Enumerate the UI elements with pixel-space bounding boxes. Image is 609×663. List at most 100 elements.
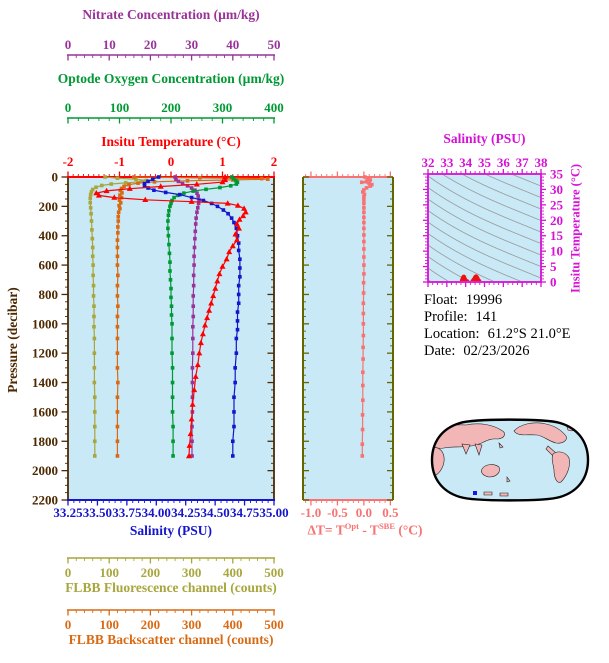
oxygen-axis-title: Optode Oxygen Concentration (µm/kg) — [57, 71, 285, 86]
float-id-label: Float: — [424, 292, 458, 308]
svg-text:35: 35 — [550, 167, 564, 182]
fluorescence-axis-title: FLBB Fluorescence channel (counts) — [65, 580, 277, 595]
pressure-axis: 0 200 400 600 800 1000 1200 1400 1600 1800 2000 220… — [32, 170, 69, 508]
profile-number-line: Profile: 141 — [424, 309, 570, 326]
ts-data-points — [459, 274, 482, 281]
temperature-series — [93, 173, 249, 459]
main-profile-plot: 0200400600800100012001400160018002000220… — [32, 37, 289, 632]
svg-text:1200: 1200 — [32, 346, 58, 361]
svg-text:2200: 2200 — [32, 493, 58, 508]
float-info-block: Float: 19996 Profile: 141 Location: 61.2°S … — [424, 292, 570, 360]
svg-text:500: 500 — [264, 565, 284, 580]
svg-text:25: 25 — [550, 197, 564, 212]
oxygen-axis: 0 100 200 300 400 — [65, 100, 284, 124]
svg-text:100: 100 — [110, 100, 130, 115]
svg-text:10: 10 — [550, 244, 563, 259]
delta-t-x-axis — [303, 171, 393, 178]
svg-text:34.75: 34.75 — [230, 505, 260, 520]
location-label: Location: — [424, 326, 480, 342]
svg-text:1600: 1600 — [32, 404, 58, 419]
svg-text:30: 30 — [185, 37, 198, 52]
svg-text:34: 34 — [459, 155, 473, 170]
svg-text:1000: 1000 — [32, 316, 58, 331]
svg-text:-1: -1 — [114, 154, 125, 169]
svg-text:0.5: 0.5 — [382, 505, 399, 520]
delta-t-title-segment: ΔT= T — [307, 522, 345, 538]
salinity-axis: 33.25 33.50 33.75 34.00 34.25 34.50 34.75 35.00 — [53, 499, 289, 520]
fluorescence-axis: 0 100 200 300 400 500 — [65, 557, 284, 580]
delta-t-pressure-edge — [387, 176, 394, 501]
svg-text:0: 0 — [168, 154, 175, 169]
oxygen-series — [166, 175, 240, 458]
svg-text:20: 20 — [144, 37, 157, 52]
svg-text:1: 1 — [219, 154, 226, 169]
float-id-value: 19996 — [465, 292, 503, 308]
nitrate-axis: 0 10 20 30 40 50 — [65, 37, 281, 61]
profile-number-label: Profile: — [424, 309, 468, 325]
svg-text:0: 0 — [65, 617, 72, 632]
svg-text:30: 30 — [550, 182, 563, 197]
pressure-axis-title: Pressure (decibar) — [5, 287, 20, 393]
svg-text:10: 10 — [103, 37, 116, 52]
ts-salinity-axis — [427, 282, 542, 287]
svg-text:32: 32 — [422, 155, 435, 170]
nitrate-axis-title: Nitrate Concentration (µm/kg) — [82, 7, 260, 22]
location-value: 61.2°S 21.0°E — [487, 326, 571, 342]
svg-text:1800: 1800 — [32, 434, 58, 449]
delta-t-plot: -1.0 -0.5 0.0 0.5 — [301, 171, 399, 520]
backscatter-axis-title: FLBB Backscatter channel (counts) — [68, 632, 274, 647]
svg-text:5: 5 — [550, 259, 557, 274]
temperature-difference-series — [359, 175, 374, 458]
delta-t-title-superscript: SBE — [378, 521, 396, 531]
delta-t-pressure-edge — [302, 176, 309, 501]
delta-t-x-axis: -1.0 -0.5 0.0 0.5 — [301, 499, 399, 520]
svg-text:200: 200 — [141, 617, 161, 632]
svg-text:33.75: 33.75 — [112, 505, 142, 520]
svg-text:0.0: 0.0 — [356, 505, 372, 520]
profile-number-value: 141 — [475, 309, 498, 325]
ts-salinity-axis-title: Salinity (PSU) — [443, 131, 526, 146]
svg-text:400: 400 — [223, 617, 243, 632]
pressure-axis — [267, 176, 275, 501]
svg-text:15: 15 — [550, 228, 564, 243]
svg-text:400: 400 — [223, 565, 243, 580]
date-label: Date: — [424, 343, 456, 359]
svg-text:800: 800 — [39, 287, 59, 302]
svg-text:200: 200 — [161, 100, 181, 115]
float-id-line: Float: 19996 — [424, 292, 570, 309]
svg-text:35.00: 35.00 — [259, 505, 288, 520]
svg-text:600: 600 — [39, 258, 59, 273]
svg-text:-1.0: -1.0 — [301, 505, 322, 520]
svg-text:36: 36 — [497, 155, 511, 170]
ts-salinity-axis: 32 33 34 35 36 37 38 — [422, 155, 548, 174]
delta-t-title-superscript: Opt — [344, 521, 359, 531]
delta-t-title-segment: - T — [358, 522, 379, 538]
svg-text:100: 100 — [99, 565, 119, 580]
svg-text:20: 20 — [550, 213, 563, 228]
float-location-marker — [473, 491, 477, 495]
svg-text:0: 0 — [65, 37, 72, 52]
backscatter-axis: 0 100 200 300 400 500 — [65, 609, 284, 632]
svg-text:200: 200 — [141, 565, 161, 580]
delta-t-axis-title: ΔT= TOpt - TSBE (°C) — [285, 521, 445, 539]
delta-t-title-segment: (°C) — [395, 522, 423, 538]
svg-text:33: 33 — [440, 155, 454, 170]
svg-text:200: 200 — [39, 199, 59, 214]
svg-text:0: 0 — [65, 565, 72, 580]
svg-text:35: 35 — [478, 155, 492, 170]
svg-text:-0.5: -0.5 — [327, 505, 348, 520]
svg-text:100: 100 — [99, 617, 119, 632]
salinity-axis-title: Salinity (PSU) — [129, 523, 213, 538]
ts-temperature-axis-title: Insitu Temperature (°C) — [568, 163, 583, 294]
svg-text:-2: -2 — [63, 154, 74, 169]
svg-text:40: 40 — [226, 37, 239, 52]
svg-text:33.50: 33.50 — [83, 505, 112, 520]
svg-text:2: 2 — [271, 154, 278, 169]
svg-text:0: 0 — [550, 275, 557, 290]
date-value: 02/23/2026 — [463, 343, 530, 359]
svg-text:500: 500 — [264, 617, 284, 632]
salinity-series — [142, 175, 242, 458]
